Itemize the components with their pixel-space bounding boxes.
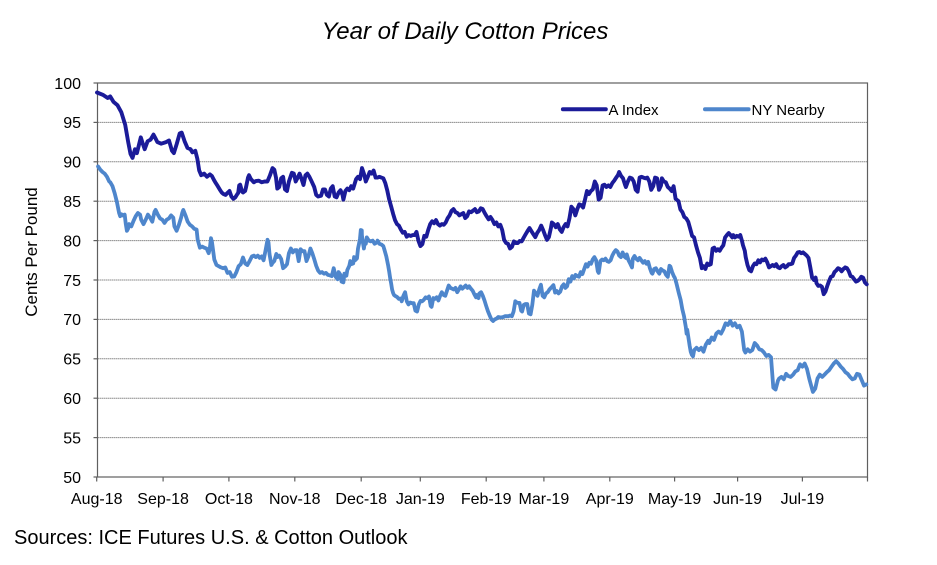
svg-text:70: 70 [63,312,81,329]
svg-text:100: 100 [54,76,81,93]
svg-text:80: 80 [63,233,81,250]
svg-text:Aug-18: Aug-18 [71,491,123,508]
svg-text:Nov-18: Nov-18 [269,491,321,508]
svg-text:Sep-18: Sep-18 [137,491,189,508]
svg-text:A Index: A Index [609,102,660,119]
svg-text:May-19: May-19 [648,491,701,508]
svg-text:50: 50 [63,470,81,487]
svg-text:75: 75 [63,273,81,290]
svg-text:Sources: ICE Futures U.S. & Co: Sources: ICE Futures U.S. & Cotton Outlo… [14,527,408,549]
svg-text:Jan-19: Jan-19 [396,491,445,508]
svg-text:60: 60 [63,391,81,408]
svg-text:55: 55 [63,430,81,447]
svg-text:Feb-19: Feb-19 [461,491,512,508]
svg-text:Cents Per Pound: Cents Per Pound [22,187,41,316]
svg-text:85: 85 [63,194,81,211]
svg-text:90: 90 [63,155,81,172]
svg-text:Mar-19: Mar-19 [519,491,570,508]
svg-text:Apr-19: Apr-19 [586,491,634,508]
svg-text:65: 65 [63,352,81,369]
svg-text:95: 95 [63,115,81,132]
svg-text:NY Nearby: NY Nearby [752,102,826,119]
svg-text:Oct-18: Oct-18 [205,491,253,508]
svg-text:Jun-19: Jun-19 [713,491,762,508]
svg-text:Dec-18: Dec-18 [335,491,387,508]
svg-text:Year of Daily Cotton Prices: Year of Daily Cotton Prices [322,18,609,45]
svg-text:Jul-19: Jul-19 [781,491,825,508]
